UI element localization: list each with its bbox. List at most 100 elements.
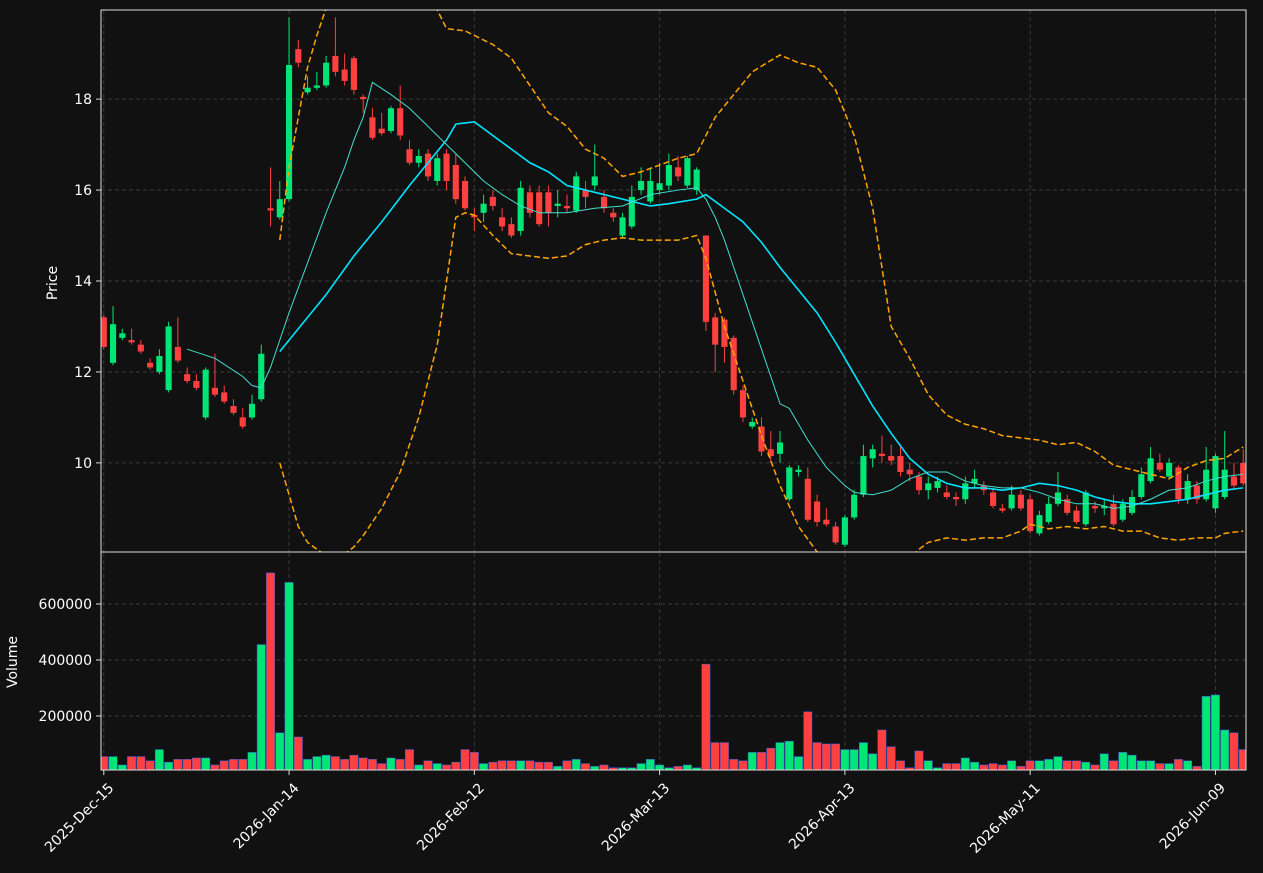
volume-bar <box>738 760 748 770</box>
volume-bar <box>405 749 414 770</box>
volume-bar <box>775 742 785 770</box>
volume-bar <box>997 764 1007 770</box>
volume-bar <box>942 763 952 770</box>
candle-body <box>1054 492 1062 504</box>
volume-bar <box>979 764 989 770</box>
candle-body <box>897 456 904 472</box>
volume-bar <box>1127 754 1137 770</box>
candle-body <box>869 449 876 459</box>
volume-bar <box>497 760 507 770</box>
candle-body <box>443 153 450 181</box>
volume-bar <box>849 749 859 770</box>
y-tick-label: 12 <box>74 365 92 381</box>
candle-body <box>1203 469 1210 500</box>
volume-bar <box>729 759 739 770</box>
volume-bar <box>645 759 655 770</box>
volume-bar <box>191 757 201 770</box>
candle-body <box>480 203 487 213</box>
candle-body <box>851 494 858 518</box>
indicator-line <box>279 121 1244 505</box>
volume-bar <box>858 742 868 770</box>
candle-body <box>563 205 571 209</box>
candle-body <box>1017 494 1024 509</box>
volume-bar <box>173 759 183 770</box>
candle-body <box>573 176 580 211</box>
volume-bar <box>1164 763 1174 770</box>
candle-body <box>1073 510 1080 522</box>
candle-body <box>1193 485 1200 500</box>
volume-bar <box>275 732 285 770</box>
volume-bar <box>1173 759 1183 770</box>
candle-body <box>119 333 126 338</box>
candle-body <box>184 374 191 382</box>
candle-body <box>915 476 923 491</box>
volume-bar <box>108 756 118 770</box>
candle-body <box>934 481 941 488</box>
volume-bar <box>432 763 442 770</box>
candle-body <box>999 508 1006 511</box>
candle-body <box>137 344 144 352</box>
candle-body <box>452 165 459 200</box>
volume-bar <box>803 711 813 770</box>
candle-body <box>239 417 246 427</box>
volume-bar <box>710 742 720 770</box>
volume-bar <box>330 756 340 770</box>
candle-body <box>952 496 960 500</box>
candle-body <box>526 192 533 213</box>
volume-bar <box>914 750 924 770</box>
candle-body <box>489 196 496 206</box>
volume-bar <box>933 767 942 770</box>
volume-bar <box>590 766 600 770</box>
volume-bar <box>210 764 220 770</box>
volume-bar <box>1062 760 1072 770</box>
volume-bar <box>1007 760 1017 770</box>
volume-bar <box>1109 760 1118 770</box>
volume-bar <box>349 754 359 770</box>
volume-bar <box>1146 760 1156 770</box>
candle-body <box>462 180 469 209</box>
candle-body <box>684 158 691 186</box>
volume-bar <box>219 760 229 770</box>
candle-body <box>415 155 422 163</box>
candle-body <box>1184 481 1191 500</box>
candle-body <box>554 203 561 206</box>
volume-bar <box>720 742 729 770</box>
candle-body <box>1045 503 1052 522</box>
candle-body <box>1064 499 1071 513</box>
volume-bar <box>636 763 646 770</box>
volume-bar <box>896 760 905 770</box>
indicator-lines <box>186 10 1244 552</box>
candle-body <box>508 224 515 236</box>
candle-body <box>267 208 274 211</box>
volume-bar <box>423 760 433 770</box>
indicator-line <box>186 81 1244 509</box>
candle-body <box>906 469 913 475</box>
volume-bar <box>1155 763 1165 770</box>
volume-bar <box>442 764 451 770</box>
candle-body <box>582 190 589 197</box>
candle-body <box>128 340 135 343</box>
candle-body <box>693 169 700 191</box>
volume-axis-label: Volume <box>5 636 21 688</box>
volume-bar <box>1090 764 1100 770</box>
volume-bar <box>1192 766 1202 770</box>
candle-body <box>434 158 441 181</box>
candle-body <box>1008 494 1015 509</box>
volume-bar <box>868 753 878 770</box>
volume-bar <box>812 742 822 770</box>
candle-body <box>193 381 200 388</box>
candle-body <box>1230 476 1238 486</box>
candle-body <box>313 85 320 88</box>
candle-body <box>1138 474 1145 497</box>
volume-bar <box>321 754 331 770</box>
volume-bar <box>386 757 396 770</box>
candle-body <box>647 180 654 202</box>
volume-bar <box>1072 760 1081 770</box>
candle-body <box>545 192 552 213</box>
volume-bar <box>479 763 489 770</box>
volume-bar <box>1211 694 1220 770</box>
volume-bar <box>1136 760 1146 770</box>
candle-body <box>350 58 357 91</box>
volume-bar <box>312 756 322 770</box>
